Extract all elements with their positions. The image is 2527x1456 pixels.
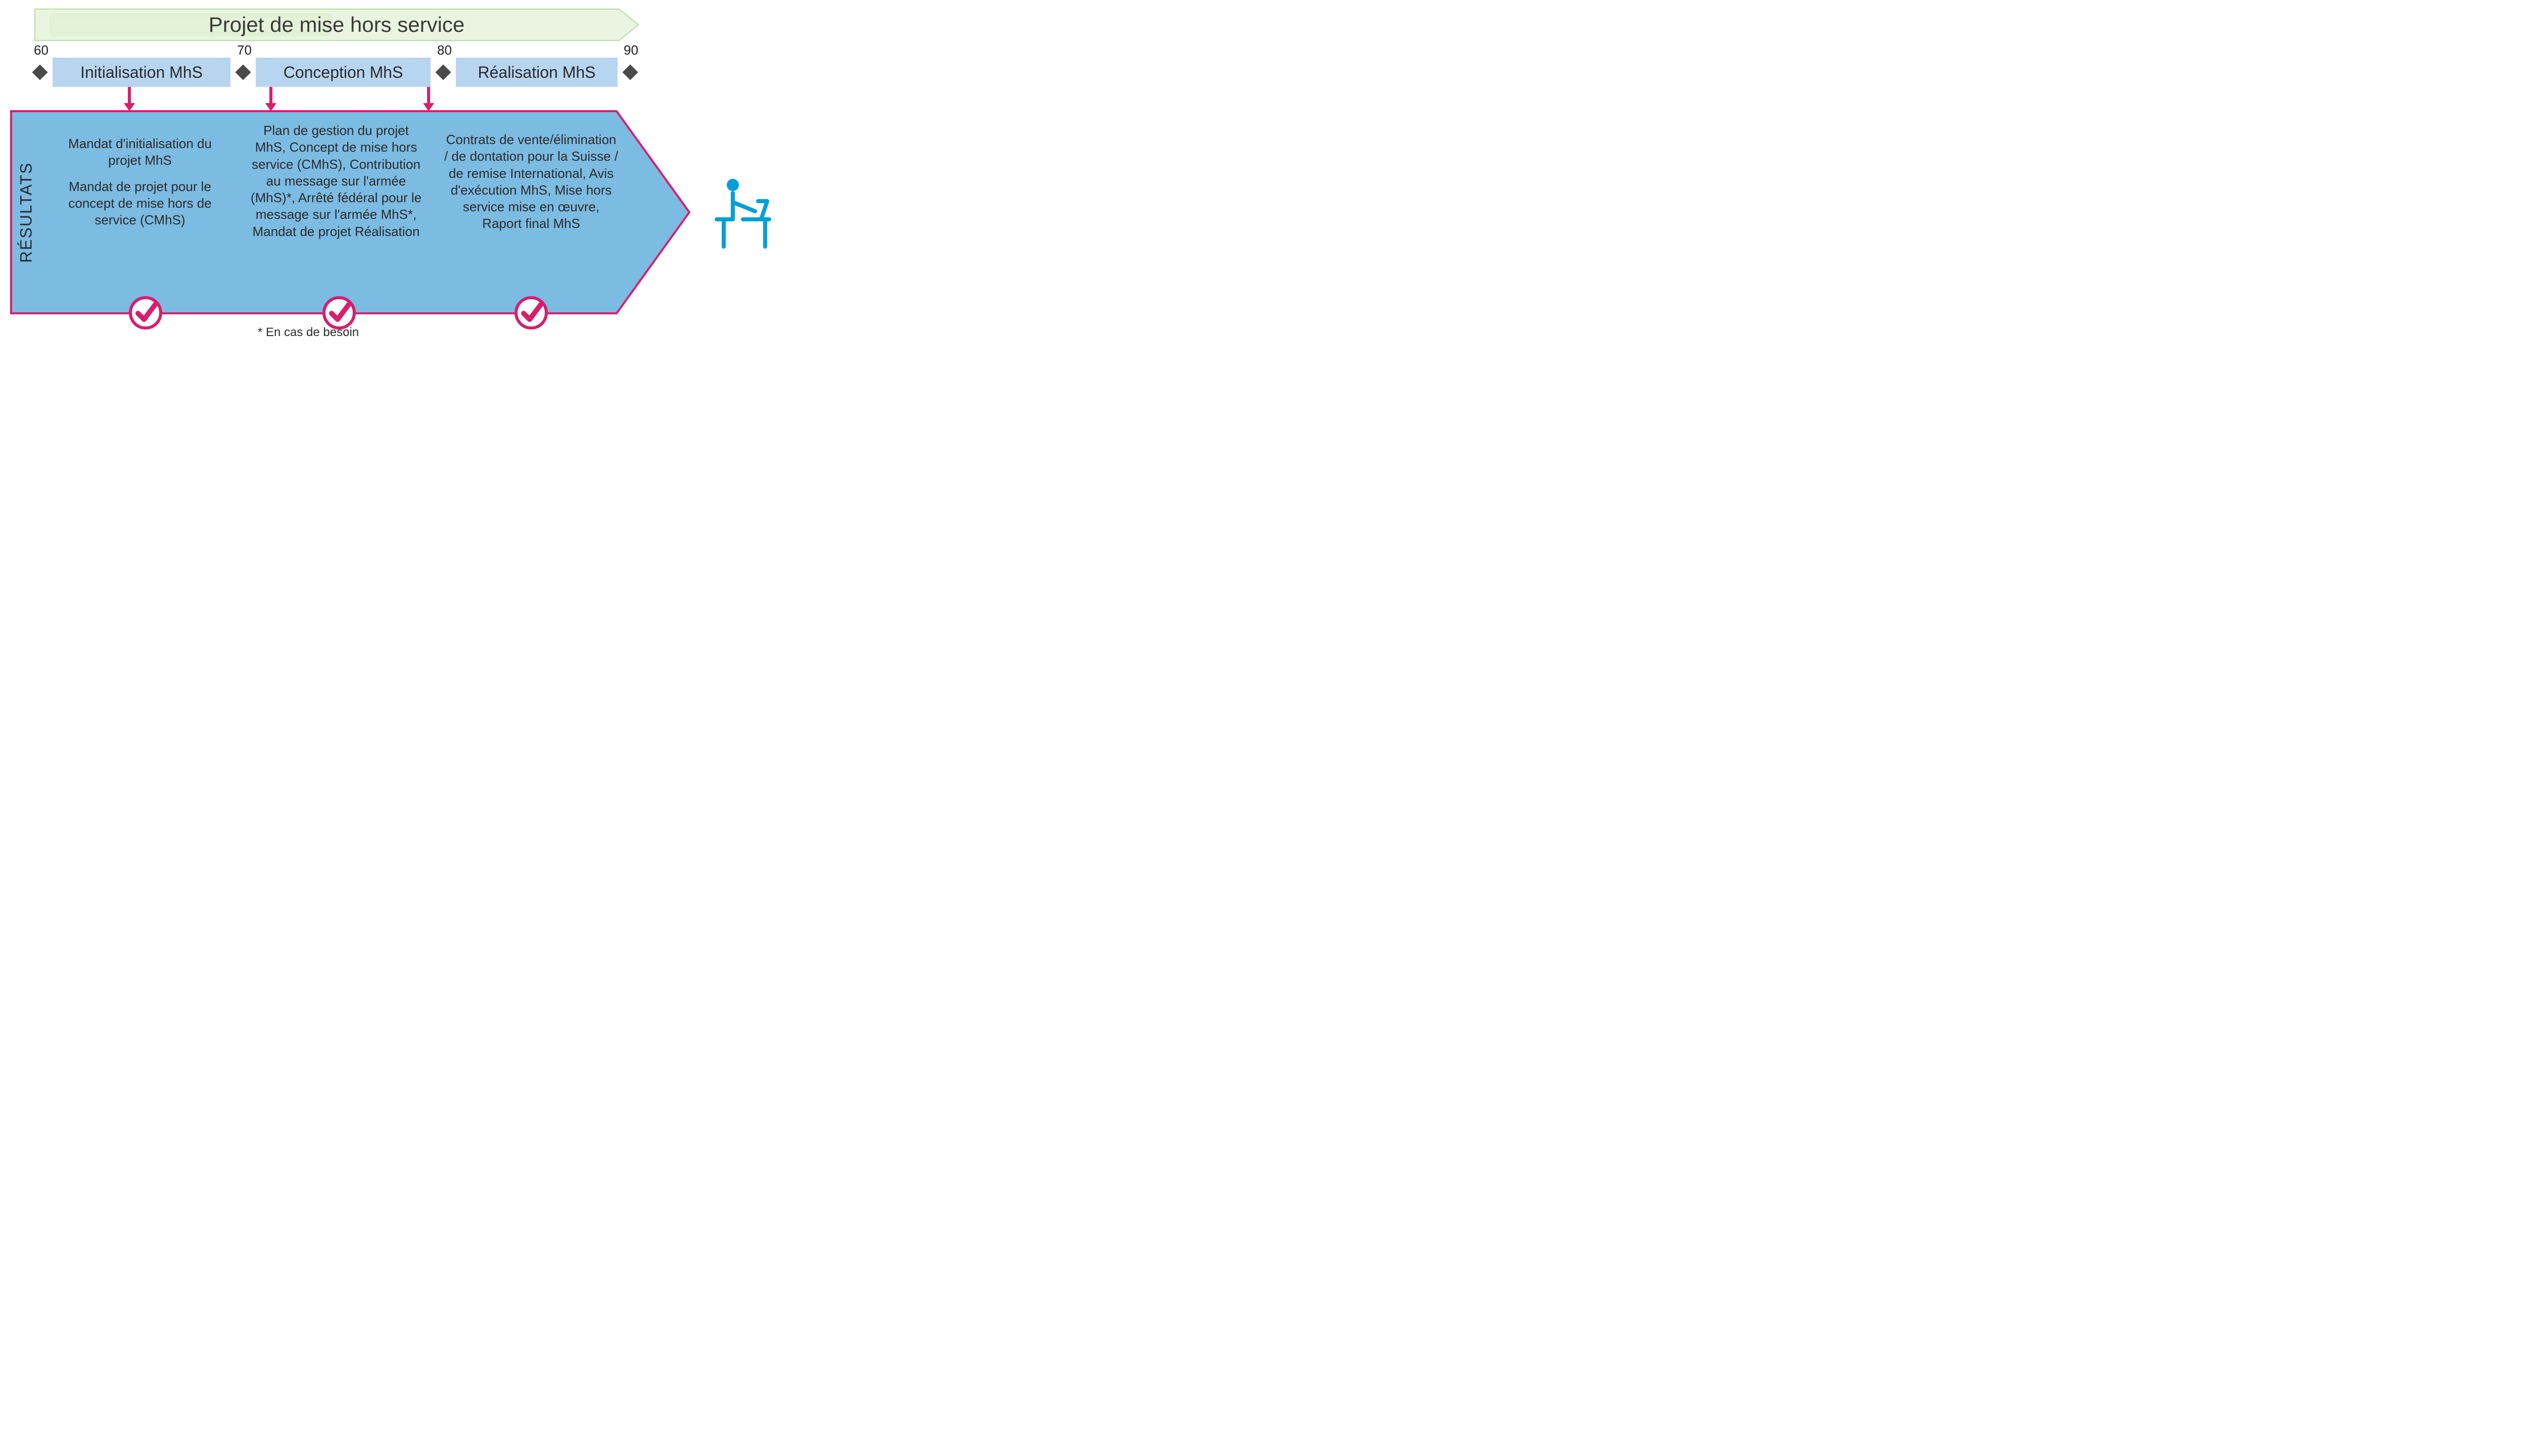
milestone-80: 80: [437, 42, 452, 58]
checkmark-icon: [127, 294, 164, 332]
phase-realisation: Réalisation MhS: [456, 58, 618, 87]
phase-initialisation: Initialisation MhS: [53, 58, 230, 87]
title-arrow-band: Projet de mise hors service: [34, 8, 639, 41]
arrow-down-icon: [422, 87, 435, 112]
diamond-icon: [32, 64, 48, 80]
diamond-icon: [235, 64, 251, 80]
mhs-process-diagram: Projet de mise hors service 60 70 80 90 …: [5, 5, 773, 354]
results-col-2: Plan de gestion du projet MhS, Concept d…: [249, 122, 424, 249]
results-col-1: Mandat d'initialisation du projet MhS Ma…: [53, 135, 227, 238]
results-text: Plan de gestion du projet MhS, Concept d…: [249, 122, 424, 240]
milestone-60: 60: [34, 42, 49, 58]
person-desk-icon: [708, 176, 773, 252]
results-label: RÉSULTATS: [16, 131, 36, 293]
diagram-title: Projet de mise hors service: [34, 8, 639, 41]
diamond-icon: [622, 64, 638, 80]
results-text: Contrats de vente/élimination / de donta…: [444, 131, 619, 232]
milestone-90: 90: [624, 42, 638, 58]
milestone-70: 70: [237, 42, 252, 58]
results-col-3: Contrats de vente/élimination / de donta…: [444, 131, 619, 242]
arrow-down-icon: [264, 87, 277, 112]
arrow-down-icon: [123, 87, 136, 112]
phase-conception: Conception MhS: [256, 58, 431, 87]
footnote: * En cas de besoin: [258, 325, 359, 340]
checkmark-icon: [512, 294, 550, 332]
results-text: Mandat de projet pour le concept de mise…: [53, 178, 227, 229]
results-text: Mandat d'initialisation du projet MhS: [53, 135, 227, 169]
diamond-icon: [435, 64, 451, 80]
